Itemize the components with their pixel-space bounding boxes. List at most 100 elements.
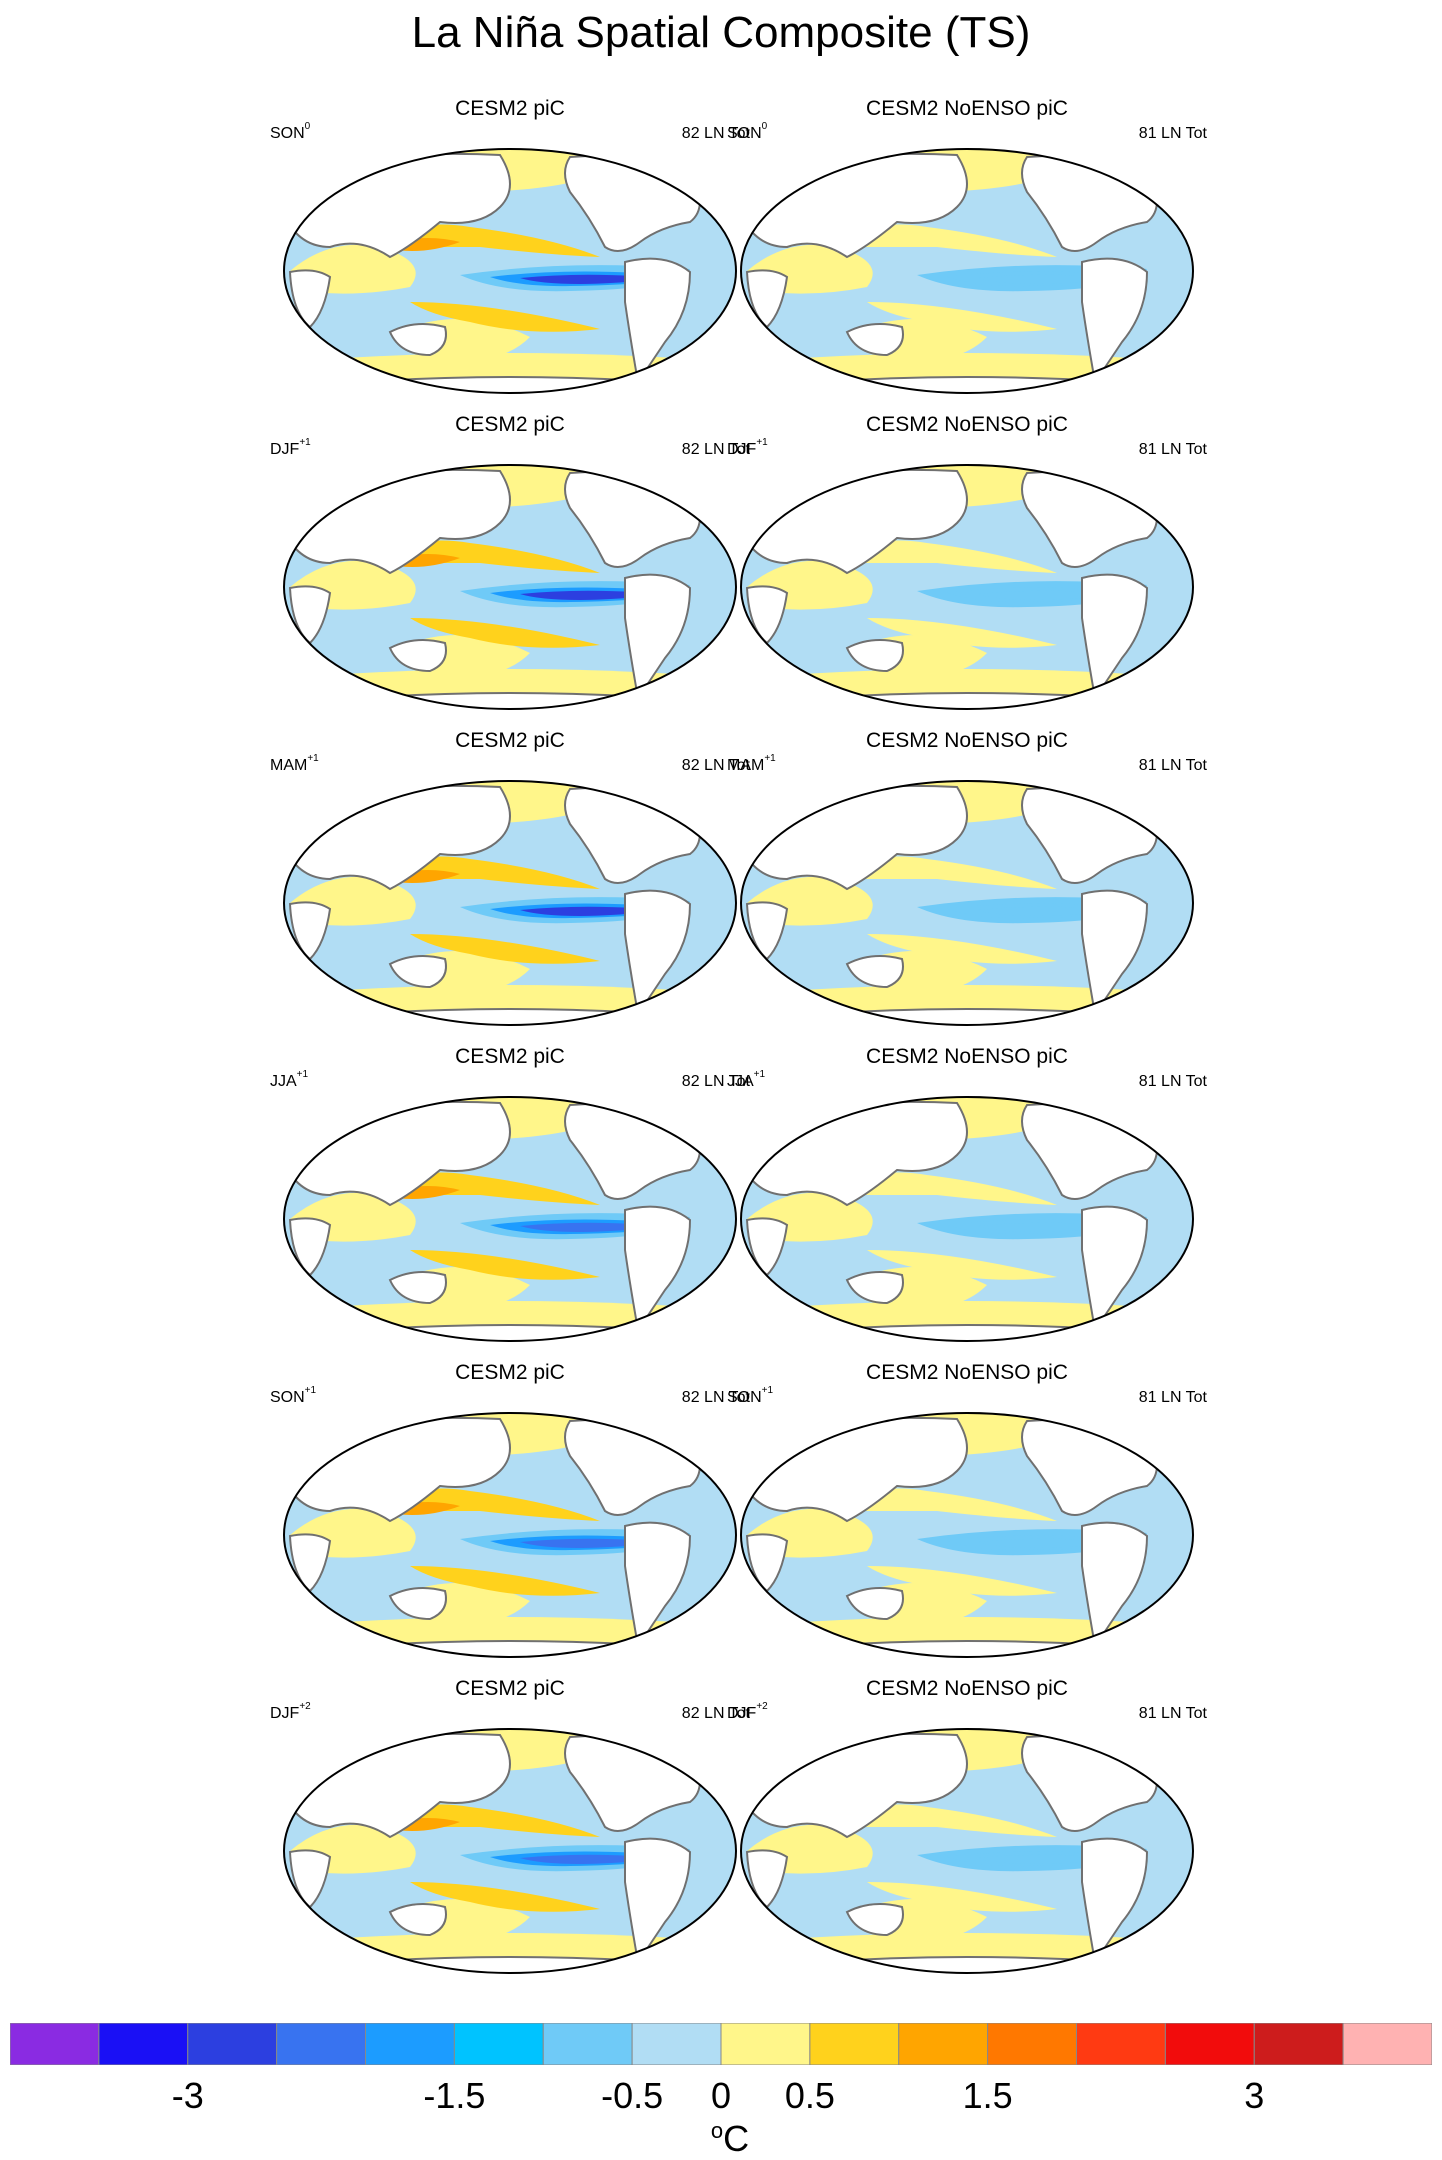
- panel-title: CESM2 piC: [455, 729, 565, 752]
- cold-anomaly-contour: [520, 1222, 650, 1232]
- cold-anomaly-contour: [520, 590, 650, 600]
- colorbar-swatch: [187, 2023, 278, 2065]
- colorbar-tick-label: -0.5: [601, 2075, 664, 2116]
- season-label: SON+1: [727, 1385, 774, 1406]
- map-border: [283, 148, 737, 394]
- event-count-label: 82 LN Tot: [681, 125, 750, 142]
- event-count-label: 81 LN Tot: [1138, 1705, 1207, 1722]
- continent-outline: [624, 257, 692, 385]
- cold-anomaly-contour: [977, 1222, 1107, 1232]
- continent-outline: [388, 638, 447, 673]
- cold-anomaly-contour: [520, 1538, 650, 1548]
- map-panel: CESM2 piC SON+1 82 LN Tot: [270, 1361, 750, 1661]
- event-count-label: 81 LN Tot: [1138, 125, 1207, 142]
- map-field: [284, 1729, 736, 1973]
- continent-outline: [624, 573, 692, 701]
- colorbar-tick-label: -1.5: [423, 2075, 486, 2116]
- colorbar-tick-label: 1.5: [962, 2075, 1013, 2116]
- continent-outline: [1081, 1205, 1149, 1333]
- colorbar-swatch: [276, 2023, 366, 2065]
- world-map: [740, 148, 1194, 394]
- continent-outline: [288, 901, 332, 961]
- panel-title: CESM2 NoENSO piC: [866, 413, 1068, 436]
- map-border: [740, 148, 1194, 394]
- world-map: [740, 1096, 1194, 1342]
- cold-anomaly-contour: [977, 274, 1107, 284]
- map-panel: CESM2 piC MAM+1 82 LN Tot: [270, 729, 750, 1029]
- map-border: [740, 464, 1194, 710]
- continent-outline: [1081, 1837, 1149, 1965]
- map-border: [283, 1096, 737, 1342]
- continent-outline: [288, 585, 332, 645]
- panel-title: CESM2 NoENSO piC: [866, 97, 1068, 120]
- continent-outline: [288, 1217, 332, 1277]
- continent-outline: [624, 1521, 692, 1649]
- warm-anomaly-contour: [410, 1250, 600, 1280]
- map-border: [283, 780, 737, 1026]
- event-count-label: 81 LN Tot: [1138, 757, 1207, 774]
- map-field: [284, 781, 736, 1025]
- map-panel: CESM2 NoENSO piC MAM+1 81 LN Tot: [727, 729, 1207, 1029]
- colorbar-swatch: [898, 2023, 989, 2065]
- map-border: [283, 464, 737, 710]
- warm-anomaly-contour: [867, 1250, 1057, 1280]
- continent-outline: [845, 322, 904, 357]
- continent-outline: [845, 1902, 904, 1937]
- map-field: [284, 465, 736, 709]
- colorbar-swatch: [542, 2023, 633, 2065]
- continent-outline: [1081, 889, 1149, 1017]
- map-border: [283, 1728, 737, 1974]
- season-label: DJF+1: [727, 437, 768, 458]
- warm-anomaly-contour: [867, 934, 1057, 964]
- map-field: [741, 1413, 1193, 1657]
- season-label: JJA+1: [270, 1069, 309, 1090]
- colorbar-tick-label: 3: [1244, 2075, 1265, 2116]
- colorbar-tick-label: -3: [171, 2075, 204, 2116]
- colorbar-swatch: [365, 2023, 455, 2065]
- map-field: [741, 1729, 1193, 1973]
- world-map: [283, 148, 737, 394]
- continent-outline: [624, 1205, 692, 1333]
- map-field: [741, 1097, 1193, 1341]
- warm-anomaly-contour: [410, 302, 600, 332]
- world-map: [283, 1728, 737, 1974]
- colorbar-swatch: [98, 2023, 189, 2065]
- world-map: [740, 1728, 1194, 1974]
- continent-outline: [388, 954, 447, 989]
- colorbar-swatch: [453, 2023, 544, 2065]
- panel-title: CESM2 piC: [455, 413, 565, 436]
- cold-anomaly-contour: [520, 1854, 650, 1864]
- cold-anomaly-contour: [977, 590, 1107, 600]
- season-label: DJF+1: [270, 437, 311, 458]
- warm-anomaly-contour: [410, 1882, 600, 1912]
- event-count-label: 81 LN Tot: [1138, 441, 1207, 458]
- season-label: DJF+2: [270, 1701, 311, 1722]
- colorbar-tick-label: 0: [710, 2075, 732, 2116]
- cold-anomaly-contour: [520, 906, 650, 916]
- world-map: [283, 1096, 737, 1342]
- cold-anomaly-contour: [977, 906, 1107, 916]
- world-map: [740, 1412, 1194, 1658]
- season-label: MAM+1: [270, 753, 319, 774]
- season-label: SON0: [727, 121, 768, 142]
- season-label: DJF+2: [727, 1701, 768, 1722]
- map-field: [741, 149, 1193, 393]
- warm-anomaly-contour: [867, 1882, 1057, 1912]
- map-panel: CESM2 NoENSO piC SON0 81 LN Tot: [727, 97, 1207, 397]
- map-border: [283, 1412, 737, 1658]
- continent-outline: [288, 1849, 332, 1909]
- figure-title: La Niña Spatial Composite (TS): [411, 8, 1031, 57]
- colorbar-swatch: [1076, 2023, 1166, 2065]
- continent-outline: [388, 322, 447, 357]
- continent-outline: [288, 1533, 332, 1593]
- world-map: [283, 1412, 737, 1658]
- continent-outline: [388, 1586, 447, 1621]
- colorbar-swatch: [1253, 2023, 1344, 2065]
- world-map: [283, 780, 737, 1026]
- colorbar-swatch: [10, 2023, 100, 2065]
- event-count-label: 82 LN Tot: [681, 1389, 750, 1406]
- map-field: [741, 465, 1193, 709]
- map-field: [284, 1097, 736, 1341]
- warm-anomaly-contour: [867, 302, 1057, 332]
- event-count-label: 82 LN Tot: [681, 441, 750, 458]
